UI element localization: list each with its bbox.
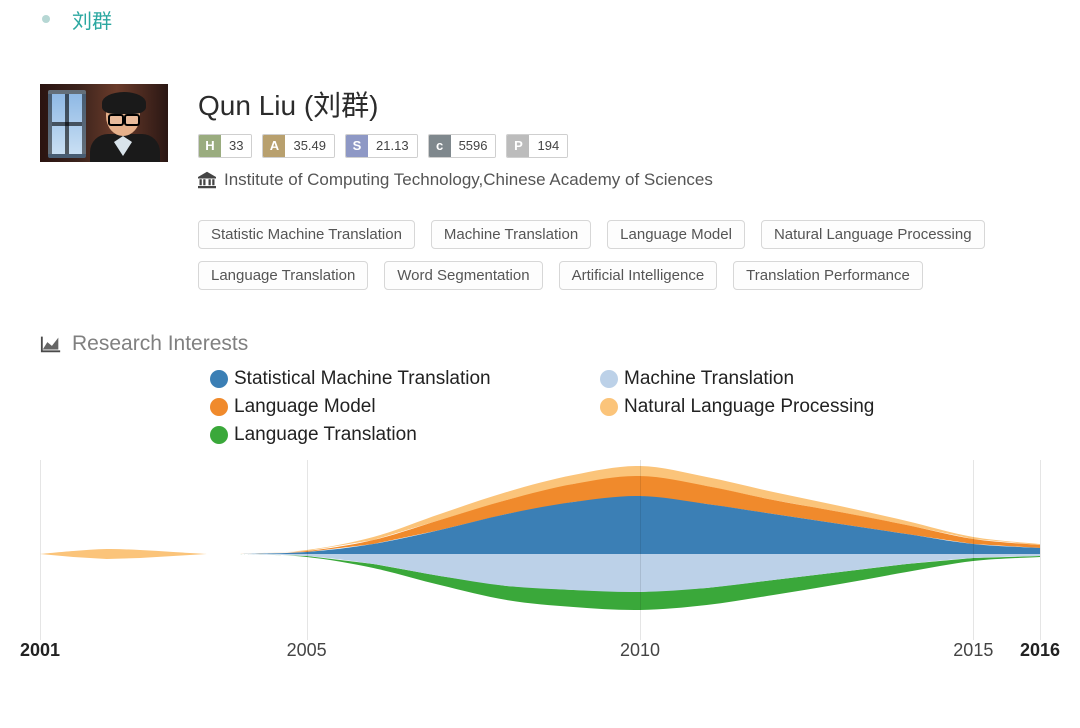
topic-tag[interactable]: Artificial Intelligence	[559, 261, 718, 290]
topic-tag[interactable]: Word Segmentation	[384, 261, 542, 290]
metric-value: 194	[529, 135, 567, 157]
metric-key: P	[507, 135, 529, 157]
topic-tag[interactable]: Statistic Machine Translation	[198, 220, 415, 249]
metric-key: H	[199, 135, 221, 157]
profile-name[interactable]: Qun Liu (刘群)	[198, 84, 1040, 124]
metric-value: 21.13	[368, 135, 417, 157]
legend-label: Statistical Machine Translation	[234, 368, 491, 390]
page-root: 刘群 Qun Liu (刘群) H33 A35.49 S21.13 c5596 P194	[0, 0, 1080, 728]
legend-dot-icon	[600, 398, 618, 416]
legend-item[interactable]: Language Translation	[210, 424, 590, 446]
bullet-line: 刘群	[40, 0, 1040, 34]
metric-badge[interactable]: A35.49	[262, 134, 335, 158]
metric-value: 35.49	[285, 135, 334, 157]
avatar[interactable]	[40, 84, 168, 162]
profile-info: Qun Liu (刘群) H33 A35.49 S21.13 c5596 P194 In…	[198, 84, 1040, 290]
chart-svg	[40, 454, 1040, 634]
section-title-text: Research Interests	[72, 332, 248, 356]
gridline	[307, 460, 308, 640]
metric-badge[interactable]: H33	[198, 134, 252, 158]
metrics-row: H33 A35.49 S21.13 c5596 P194	[198, 134, 1040, 158]
bullet-label[interactable]: 刘群	[72, 5, 112, 34]
legend-label: Language Translation	[234, 424, 417, 446]
legend-item[interactable]: Language Model	[210, 396, 590, 418]
topic-tag[interactable]: Language Model	[607, 220, 745, 249]
xaxis-tick: 2010	[610, 640, 670, 661]
metric-badge[interactable]: P194	[506, 134, 568, 158]
xaxis-tick: 2005	[277, 640, 337, 661]
streamgraph-chart: 20012005201020152016	[40, 454, 1040, 674]
legend-dot-icon	[210, 426, 228, 444]
topic-tag[interactable]: Natural Language Processing	[761, 220, 985, 249]
xaxis-tick: 2016	[1010, 640, 1070, 661]
area-chart-icon	[40, 334, 62, 354]
legend-item[interactable]: Natural Language Processing	[600, 396, 980, 418]
metric-key: S	[346, 135, 368, 157]
xaxis-tick: 2015	[943, 640, 1003, 661]
bullet-dot-icon	[42, 15, 50, 23]
legend-label: Language Model	[234, 396, 376, 418]
legend-dot-icon	[210, 370, 228, 388]
legend-label: Natural Language Processing	[624, 396, 874, 418]
legend-item[interactable]: Statistical Machine Translation	[210, 368, 590, 390]
topic-tag[interactable]: Machine Translation	[431, 220, 591, 249]
profile-section: Qun Liu (刘群) H33 A35.49 S21.13 c5596 P194 In…	[40, 84, 1040, 290]
chart-xaxis: 20012005201020152016	[40, 640, 1040, 674]
metric-value: 5596	[451, 135, 496, 157]
tags-container: Statistic Machine Translation Machine Tra…	[198, 220, 1018, 290]
metric-key: c	[429, 135, 451, 157]
stream-layer	[40, 549, 207, 559]
gridline	[973, 460, 974, 640]
institution-icon	[198, 171, 216, 189]
section-title: Research Interests	[40, 332, 1040, 356]
gridline	[640, 460, 641, 640]
gridline	[1040, 460, 1041, 640]
affiliation-row: Institute of Computing Technology,Chines…	[198, 170, 1040, 190]
metric-key: A	[263, 135, 285, 157]
chart-legend: Statistical Machine Translation Machine T…	[210, 368, 1040, 446]
metric-badge[interactable]: c5596	[428, 134, 497, 158]
legend-label: Machine Translation	[624, 368, 794, 390]
legend-dot-icon	[210, 398, 228, 416]
topic-tag[interactable]: Language Translation	[198, 261, 368, 290]
metric-badge[interactable]: S21.13	[345, 134, 418, 158]
legend-dot-icon	[600, 370, 618, 388]
legend-item[interactable]: Machine Translation	[600, 368, 980, 390]
metric-value: 33	[221, 135, 251, 157]
affiliation-text[interactable]: Institute of Computing Technology,Chines…	[224, 170, 713, 190]
gridline	[40, 460, 41, 640]
xaxis-tick: 2001	[10, 640, 70, 661]
topic-tag[interactable]: Translation Performance	[733, 261, 923, 290]
